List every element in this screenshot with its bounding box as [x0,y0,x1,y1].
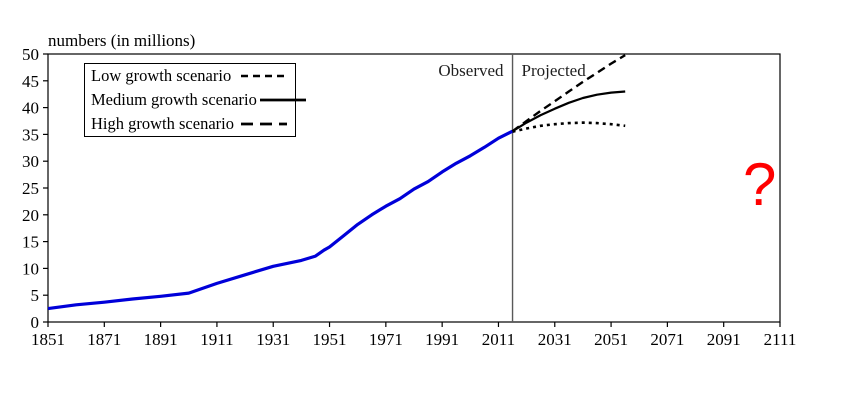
x-tick-label: 2051 [594,330,628,349]
legend-item-high: High growth scenario [85,112,295,136]
y-tick-label: 30 [22,152,39,171]
y-tick-label: 45 [22,72,39,91]
x-tick-label: 2011 [482,330,515,349]
y-tick-label: 35 [22,125,39,144]
legend-item-low: Low growth scenario [85,64,295,88]
y-tick-label: 20 [22,206,39,225]
legend-label-low: Low growth scenario [91,66,232,85]
series-line-low [512,121,626,133]
x-tick-label: 2031 [538,330,572,349]
y-axis-title: numbers (in millions) [48,31,196,50]
x-tick-label: 1911 [200,330,233,349]
series-line-high [511,54,626,133]
y-tick-label: 50 [22,45,39,64]
x-tick-label: 1951 [313,330,347,349]
series-line-medium [511,90,626,133]
x-tick-label: 1891 [144,330,178,349]
x-tick-label: 1931 [256,330,290,349]
x-tick-label: 2071 [650,330,684,349]
legend-label-medium: Medium growth scenario [91,90,257,109]
legend-line-sample-medium [259,98,306,102]
legend: Low growth scenario Medium growth scenar… [84,63,306,137]
y-tick-label: 10 [22,259,39,278]
projected-region-label: Projected [521,61,586,80]
y-tick-label: 25 [22,179,39,198]
y-tick-label: 0 [31,313,40,332]
x-tick-label: 1991 [425,330,459,349]
legend-item-medium: Medium growth scenario [85,88,306,112]
y-tick-label: 15 [22,233,39,252]
observed-region-label: Observed [438,61,504,80]
x-tick-label: 2091 [707,330,741,349]
legend-line-sample-high [241,122,287,126]
unknown-future-question-mark: ? [743,151,777,218]
x-tick-label: 2111 [764,330,797,349]
y-tick-label: 40 [22,99,39,118]
legend-label-high: High growth scenario [91,114,234,133]
x-tick-label: 1851 [31,330,65,349]
y-tick-label: 5 [31,286,40,305]
series-line-observed [47,129,514,311]
legend-line-sample-low [241,74,287,78]
x-tick-label: 1871 [87,330,121,349]
x-tick-label: 1971 [369,330,403,349]
